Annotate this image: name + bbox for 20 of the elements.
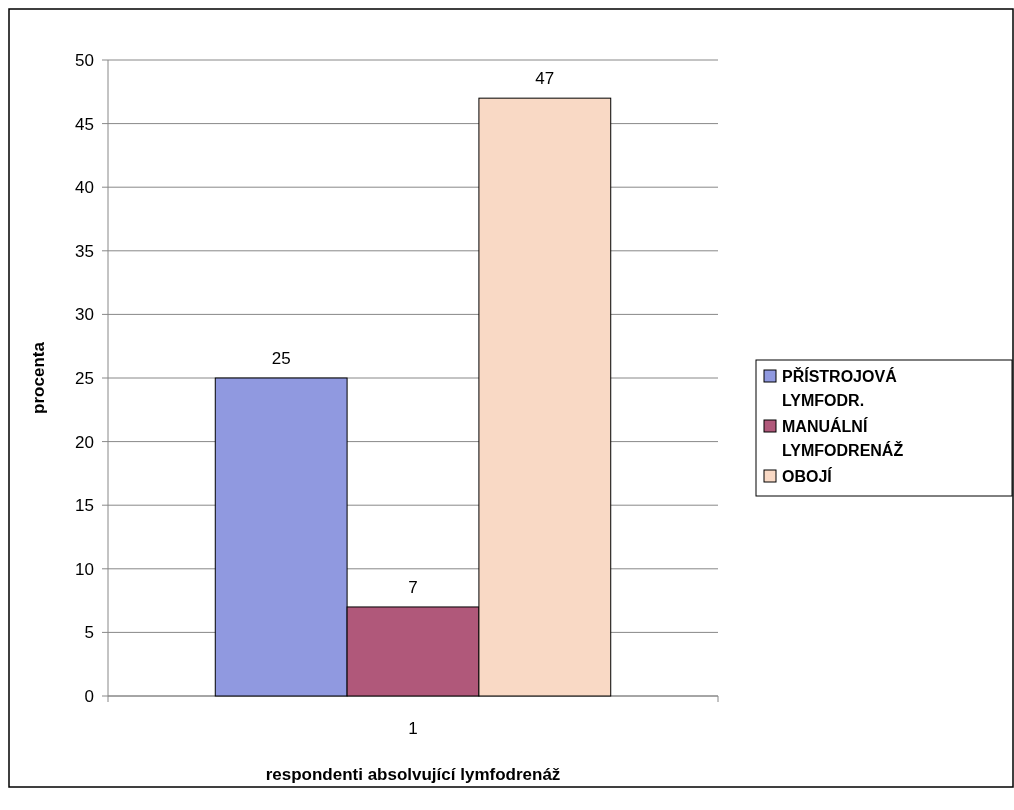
data-label: 7: [408, 577, 418, 597]
data-label: 47: [535, 69, 555, 89]
y-tick-label: 0: [84, 686, 94, 706]
y-tick-label: 35: [75, 241, 94, 261]
legend-label: MANUÁLNÍ LYMFODRENÁŽ: [782, 417, 904, 459]
legend-label: PŘÍSTROJOVÁ LYMFODR.: [782, 367, 898, 409]
y-tick-label: 25: [75, 368, 94, 388]
y-tick-label: 10: [75, 559, 94, 579]
y-tick-label: 50: [75, 50, 94, 70]
x-tick-label: 1: [408, 719, 418, 738]
y-tick-label: 5: [84, 623, 94, 643]
y-tick-label: 30: [75, 305, 94, 325]
x-axis-title: respondenti absolvující lymfodrenáž: [265, 765, 561, 784]
legend-label: OBOJÍ: [782, 467, 833, 485]
data-label: 25: [271, 349, 291, 368]
y-axis-title: procenta: [29, 341, 48, 414]
y-tick-label: 45: [75, 114, 94, 134]
y-tick-label: 40: [75, 178, 94, 198]
y-tick-label: 15: [75, 496, 94, 516]
y-tick-label: 20: [75, 432, 94, 452]
